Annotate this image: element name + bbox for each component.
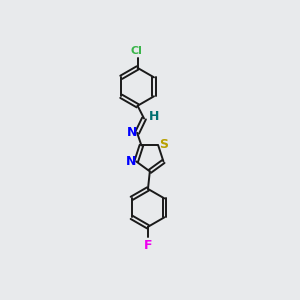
Text: N: N — [126, 155, 136, 168]
Text: H: H — [149, 110, 160, 123]
Text: S: S — [159, 138, 168, 151]
Text: F: F — [144, 239, 152, 252]
Text: Cl: Cl — [131, 46, 142, 56]
Text: N: N — [127, 126, 137, 139]
